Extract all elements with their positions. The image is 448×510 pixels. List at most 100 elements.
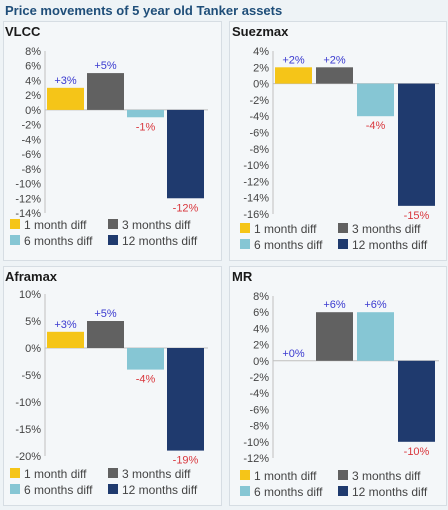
vlcc-legend-label: 1 month diff [24,218,87,232]
suezmax-bar-1-month-diff [275,67,312,84]
aframax-legend-label: 1 month diff [24,467,87,481]
vlcc-legend-swatch [108,235,118,245]
vlcc-legend-label: 6 months diff [24,234,93,248]
suezmax-legend-swatch [240,223,250,233]
suezmax-y-tick-label: 0% [253,79,269,91]
mr-legend-label: 1 month diff [254,469,317,483]
suezmax-legend-swatch [338,239,348,249]
aframax-data-label: +5% [94,308,117,320]
mr-y-tick-label: -4% [249,388,269,400]
vlcc-bar-6-months-diff [127,109,164,118]
vlcc-data-label: +3% [54,75,77,87]
aframax-y-tick-label: -20% [15,451,41,463]
suezmax-legend-swatch [240,239,250,249]
vlcc-y-tick-label: 6% [25,61,41,73]
mr-legend-label: 6 months diff [254,485,323,499]
suezmax-y-tick-label: -14% [243,193,269,205]
mr-data-label: -10% [404,446,430,458]
vlcc-bar-12-months-diff [167,109,204,199]
mr-chart-title: MR [232,269,253,284]
suezmax-legend-swatch [338,223,348,233]
vlcc-y-tick-label: 8% [25,46,41,58]
mr-legend-swatch [338,486,348,496]
mr-y-tick-label: -12% [243,453,269,465]
vlcc-y-tick-label: -12% [15,193,41,205]
aframax-legend-label: 12 months diff [122,483,198,497]
aframax-chart-title: Aframax [5,269,58,284]
vlcc-y-tick-label: 4% [25,75,41,87]
suezmax-data-label: +2% [282,54,305,66]
aframax-legend-swatch [108,468,118,478]
vlcc-legend-swatch [108,219,118,229]
aframax-bar-12-months-diff [167,348,204,451]
vlcc-data-label: -1% [136,121,156,133]
suezmax-legend-label: 1 month diff [254,222,317,236]
vlcc-y-tick-label: -6% [21,149,41,161]
vlcc-y-tick-label: -14% [15,208,41,220]
suezmax-data-label: +2% [323,54,346,66]
mr-legend-swatch [338,470,348,480]
suezmax-y-tick-label: -4% [249,111,269,123]
mr-y-tick-label: 2% [253,340,269,352]
mr-y-tick-label: -8% [249,421,269,433]
vlcc-legend-label: 12 months diff [122,234,198,248]
vlcc-y-tick-label: -2% [21,120,41,132]
suezmax-y-tick-label: -8% [249,144,269,156]
aframax-y-tick-label: -5% [21,370,41,382]
vlcc-y-tick-label: 2% [25,90,41,102]
mr-bar-6-months-diff [357,312,394,361]
suezmax-legend-label: 12 months diff [352,238,428,252]
aframax-bar-6-months-diff [127,348,164,370]
vlcc-legend-swatch [10,219,20,229]
suezmax-y-tick-label: 2% [253,62,269,74]
aframax-y-tick-label: -10% [15,397,41,409]
suezmax-bar-12-months-diff [398,83,435,206]
mr-data-label: +6% [364,299,387,311]
mr-y-tick-label: -10% [243,437,269,449]
aframax-bar-3-months-diff [87,321,124,348]
vlcc-legend-swatch [10,235,20,245]
mr-bar-12-months-diff [398,360,435,442]
aframax-data-label: -4% [136,374,156,386]
mr-y-tick-label: 6% [253,307,269,319]
aframax-legend-label: 3 months diff [122,467,191,481]
suezmax-legend-label: 6 months diff [254,238,323,252]
mr-data-label: +6% [323,299,346,311]
vlcc-y-tick-label: -4% [21,134,41,146]
aframax-data-label: +3% [54,319,77,331]
aframax-legend-swatch [10,468,20,478]
figure-title: Price movements of 5 year old Tanker ass… [5,3,283,18]
mr-legend-label: 3 months diff [352,469,421,483]
aframax-bar-1-month-diff [47,331,84,348]
aframax-y-tick-label: -15% [15,424,41,436]
mr-legend-swatch [240,470,250,480]
mr-data-label: +0% [282,348,305,360]
mr-legend-swatch [240,486,250,496]
suezmax-y-tick-label: -10% [243,160,269,172]
suezmax-y-tick-label: -16% [243,209,269,221]
vlcc-data-label: -12% [173,202,199,214]
aframax-legend-label: 6 months diff [24,483,93,497]
suezmax-data-label: -4% [366,120,386,132]
mr-legend-label: 12 months diff [352,485,428,499]
suezmax-bar-3-months-diff [316,67,353,84]
suezmax-legend-label: 3 months diff [352,222,421,236]
vlcc-chart-title: VLCC [5,24,41,39]
suezmax-y-tick-label: -2% [249,95,269,107]
aframax-legend-swatch [108,484,118,494]
vlcc-bar-1-month-diff [47,87,84,110]
suezmax-y-tick-label: -12% [243,176,269,188]
aframax-legend-swatch [10,484,20,494]
vlcc-y-tick-label: -10% [15,179,41,191]
aframax-data-label: -19% [173,455,199,467]
aframax-y-tick-label: 5% [25,316,41,328]
mr-y-tick-label: 8% [253,291,269,303]
mr-y-tick-label: -6% [249,404,269,416]
vlcc-data-label: +5% [94,60,117,72]
mr-y-tick-label: 0% [253,356,269,368]
mr-bar-3-months-diff [316,312,353,361]
vlcc-legend-label: 3 months diff [122,218,191,232]
mr-y-tick-label: 4% [253,323,269,335]
